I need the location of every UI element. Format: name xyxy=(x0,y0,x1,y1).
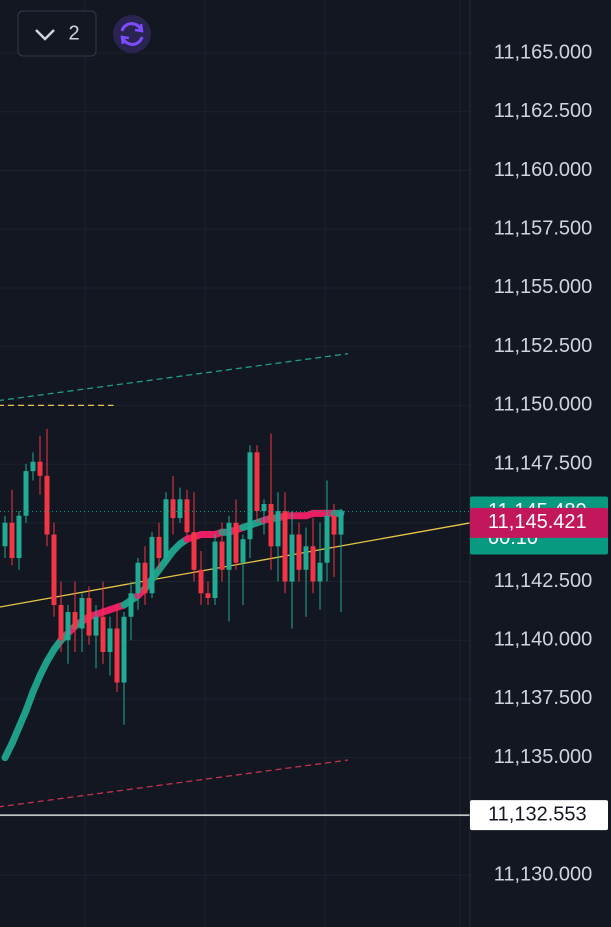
candle-body xyxy=(121,616,127,683)
candle-body xyxy=(163,499,169,559)
candle-body xyxy=(100,616,106,652)
candle-body xyxy=(198,569,204,594)
candle-body xyxy=(51,534,57,606)
y-tick-label: 11,140.000 xyxy=(494,629,593,651)
candle-body xyxy=(212,541,218,598)
price-badge xyxy=(470,800,608,831)
candle-body xyxy=(149,536,155,594)
refresh-icon xyxy=(120,22,144,46)
y-tick-label: 11,147.500 xyxy=(494,452,593,474)
candle-body xyxy=(2,522,8,547)
candle-body xyxy=(205,593,211,598)
candle-body xyxy=(289,534,295,582)
candle-body xyxy=(310,546,316,582)
chevron-icon xyxy=(35,29,55,41)
candle-body xyxy=(296,534,302,570)
candle-body xyxy=(282,511,288,582)
candle-body xyxy=(114,628,120,683)
candle-body xyxy=(219,541,225,570)
candle-body xyxy=(37,461,43,476)
y-tick-label: 11,157.500 xyxy=(494,218,593,240)
candle-body xyxy=(86,597,92,636)
toolbar[interactable]: 2 xyxy=(17,10,151,57)
candle-body xyxy=(9,522,15,559)
y-tick-label: 11,160.000 xyxy=(494,159,593,181)
y-tick-label: 11,150.000 xyxy=(494,394,593,416)
candle-body xyxy=(16,515,22,559)
candle-body xyxy=(142,562,148,594)
price-badge-label: 11,132.553 xyxy=(488,803,587,825)
candle-body xyxy=(303,546,309,570)
y-tick-label: 11,137.500 xyxy=(494,687,593,709)
candle-body xyxy=(135,562,141,594)
candle-body xyxy=(72,612,78,629)
y-tick-label: 11,152.500 xyxy=(494,335,593,357)
candle-body xyxy=(233,522,239,563)
candle-body xyxy=(23,471,29,516)
candle-body xyxy=(240,539,246,563)
candle-body xyxy=(247,452,253,540)
candle-body xyxy=(226,522,232,570)
candle-body xyxy=(261,504,267,512)
indicator-count: 2 xyxy=(68,22,79,44)
candle-body xyxy=(58,605,64,641)
y-tick-label: 11,162.500 xyxy=(494,100,593,122)
candle-body xyxy=(184,499,190,533)
candle-body xyxy=(317,562,323,582)
candle-body xyxy=(254,452,260,512)
candle-body xyxy=(93,616,99,636)
refresh-button[interactable] xyxy=(113,15,151,53)
trend-line xyxy=(0,522,471,608)
y-tick-label: 11,165.000 xyxy=(494,41,593,63)
price-badge xyxy=(470,507,608,538)
candle-body xyxy=(107,628,113,652)
trend-line xyxy=(0,353,349,402)
y-tick-label: 11,135.000 xyxy=(494,746,593,768)
candle-body xyxy=(324,515,330,563)
candle-body xyxy=(331,515,337,535)
y-tick-label: 11,155.000 xyxy=(494,276,593,298)
candle-body xyxy=(275,511,281,547)
y-tick-label: 11,130.000 xyxy=(494,863,593,885)
dropdown[interactable] xyxy=(17,10,97,57)
refresh-arrows xyxy=(120,23,144,45)
trend-line xyxy=(0,759,349,808)
candle-body xyxy=(30,461,36,472)
y-tick-label: 11,142.500 xyxy=(494,570,593,592)
price-badge-label: 11,145.421 xyxy=(488,511,587,533)
candle-body xyxy=(128,593,134,617)
candle-body xyxy=(191,532,197,570)
candle-body xyxy=(170,499,176,519)
candle-body xyxy=(177,499,183,519)
candle-body xyxy=(338,511,344,535)
candle-body xyxy=(44,475,50,535)
candle-body xyxy=(268,504,274,547)
candle-body xyxy=(65,612,71,641)
candle-body xyxy=(79,597,85,629)
candle-body xyxy=(156,536,162,559)
